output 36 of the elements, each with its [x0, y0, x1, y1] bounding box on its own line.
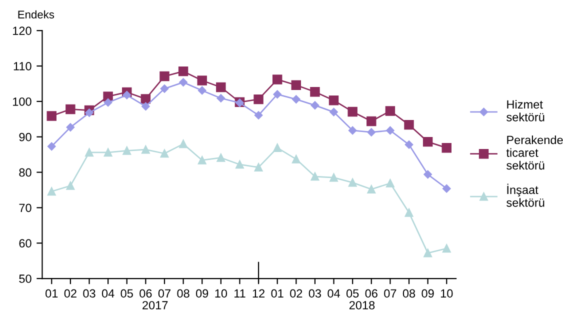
x-tick-label: 08: [402, 289, 416, 298]
x-tick-label: 06: [365, 289, 378, 298]
x-tick-label: 02: [290, 289, 302, 298]
x-tick-label: 03: [308, 289, 322, 298]
x-tick-label: 05: [346, 289, 359, 298]
x-tick-label: 07: [384, 289, 396, 298]
x-tick-label: 03: [83, 289, 96, 298]
y-tick-label: 90: [19, 132, 32, 142]
x-tick-label: 10: [215, 289, 228, 298]
x-tick-label: 01: [46, 289, 58, 298]
y-tick-label: 50: [19, 274, 32, 283]
x-tick-label: 11: [234, 289, 246, 298]
x-tick-label: 05: [120, 289, 133, 298]
x-tick-label: 07: [158, 289, 170, 298]
y-axis-title: Endeks: [18, 10, 54, 18]
x-tick-label: 01: [271, 289, 284, 298]
y-tick-label: 110: [14, 62, 32, 70]
y-tick-label: 60: [19, 239, 32, 248]
x-tick-label: 04: [102, 289, 114, 298]
x-tick-label: 02: [64, 289, 76, 298]
y-tick-label: 120: [13, 26, 32, 35]
y-tick-label: 100: [13, 97, 32, 106]
x-tick-label: 09: [422, 289, 434, 298]
x-tick-label: 08: [177, 289, 190, 298]
legend-label: Perakende ticaret sektörü: [506, 135, 563, 170]
y-tick-label: 70: [19, 204, 32, 212]
legend-label: İnşaat sektörü: [506, 184, 544, 207]
y-tick-label: 80: [19, 168, 32, 177]
x-tick-label: 10: [440, 289, 453, 298]
legend-label: Hizmet sektörü: [506, 100, 544, 122]
text: 2018: [349, 301, 375, 310]
text: 2017: [142, 301, 168, 310]
x-tick-label: 12: [252, 289, 265, 298]
x-tick-label: 04: [328, 289, 340, 298]
x-tick-label: 09: [196, 289, 208, 298]
x-tick-label: 06: [140, 289, 152, 298]
